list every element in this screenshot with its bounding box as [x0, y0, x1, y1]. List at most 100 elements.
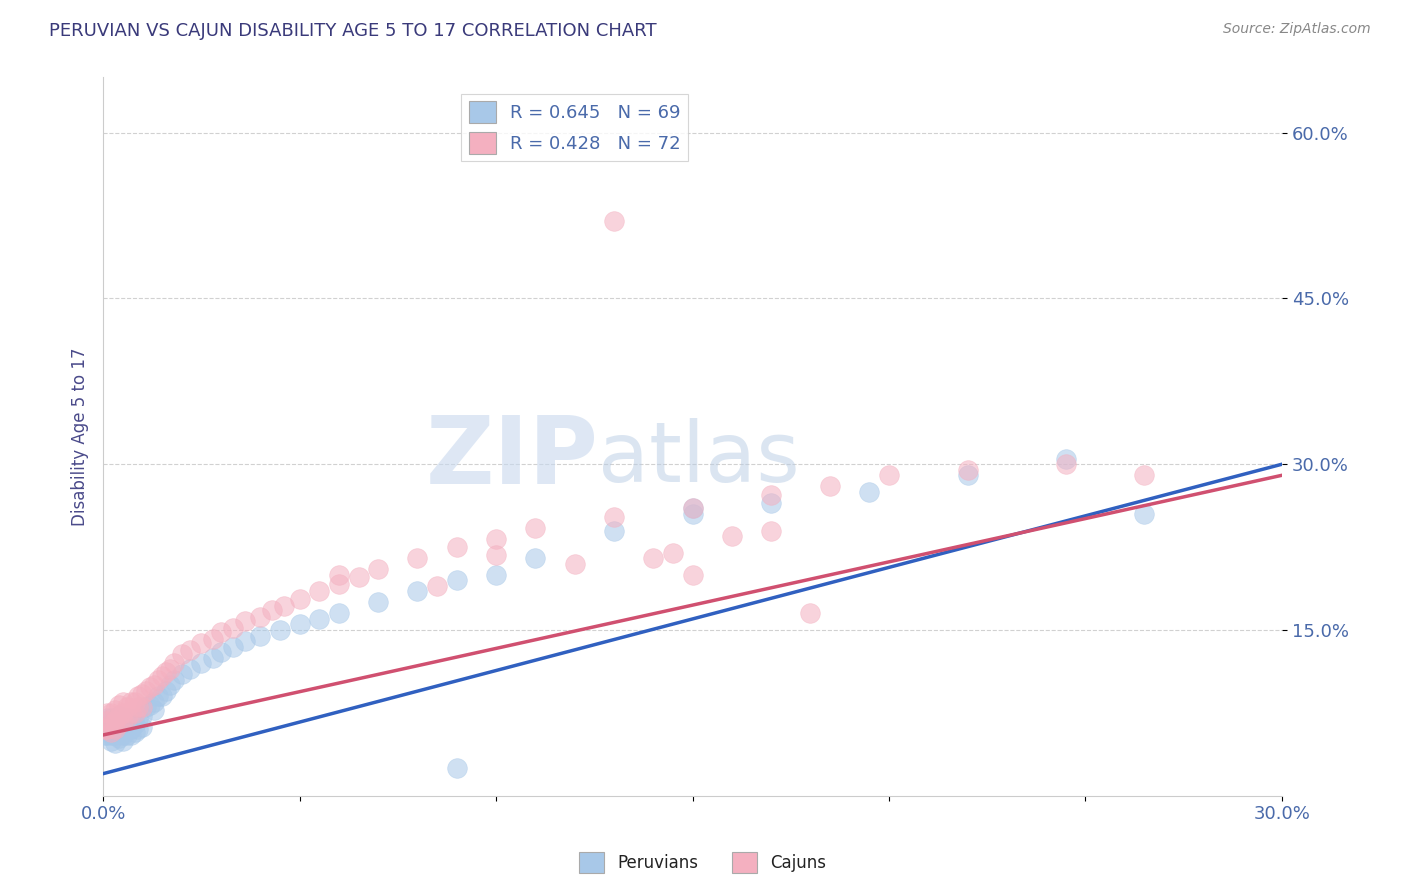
- Point: [135, 683, 157, 698]
- Point: [143, 695, 166, 709]
- Point: [135, 700, 157, 714]
- Point: [96, 711, 118, 725]
- Point: [956, 468, 979, 483]
- Point: [96, 706, 118, 720]
- Point: [124, 706, 146, 720]
- Point: [100, 711, 122, 725]
- Point: [249, 628, 271, 642]
- Point: [288, 592, 311, 607]
- Point: [524, 551, 547, 566]
- Point: [131, 687, 153, 701]
- Point: [111, 733, 134, 747]
- Point: [111, 728, 134, 742]
- Point: [759, 496, 782, 510]
- Point: [124, 717, 146, 731]
- Point: [124, 724, 146, 739]
- Point: [682, 567, 704, 582]
- Point: [104, 723, 127, 737]
- Point: [170, 648, 193, 662]
- Point: [150, 690, 173, 704]
- Point: [564, 557, 586, 571]
- Point: [179, 662, 201, 676]
- Point: [759, 488, 782, 502]
- Point: [108, 698, 131, 713]
- Point: [120, 706, 142, 720]
- Point: [104, 702, 127, 716]
- Point: [96, 717, 118, 731]
- Point: [96, 723, 118, 737]
- Point: [209, 625, 232, 640]
- Point: [150, 669, 173, 683]
- Point: [115, 711, 138, 725]
- Legend: R = 0.645   N = 69, R = 0.428   N = 72: R = 0.645 N = 69, R = 0.428 N = 72: [461, 94, 688, 161]
- Point: [96, 714, 118, 728]
- Point: [100, 728, 122, 742]
- Point: [1133, 468, 1156, 483]
- Point: [485, 533, 508, 547]
- Point: [146, 690, 169, 704]
- Point: [1054, 457, 1077, 471]
- Point: [108, 724, 131, 739]
- Point: [262, 603, 284, 617]
- Point: [120, 728, 142, 742]
- Point: [108, 709, 131, 723]
- Point: [104, 714, 127, 728]
- Point: [249, 609, 271, 624]
- Point: [179, 643, 201, 657]
- Point: [1133, 507, 1156, 521]
- Text: Source: ZipAtlas.com: Source: ZipAtlas.com: [1223, 22, 1371, 37]
- Point: [128, 711, 150, 725]
- Point: [100, 723, 122, 737]
- Point: [222, 621, 245, 635]
- Point: [190, 636, 212, 650]
- Point: [96, 723, 118, 737]
- Point: [643, 551, 665, 566]
- Point: [100, 733, 122, 747]
- Point: [100, 724, 122, 739]
- Point: [328, 607, 350, 621]
- Point: [96, 728, 118, 742]
- Point: [288, 617, 311, 632]
- Point: [721, 529, 744, 543]
- Point: [131, 709, 153, 723]
- Point: [115, 728, 138, 742]
- Point: [273, 599, 295, 613]
- Point: [446, 540, 468, 554]
- Point: [426, 579, 449, 593]
- Point: [682, 501, 704, 516]
- Point: [131, 700, 153, 714]
- Point: [111, 695, 134, 709]
- Point: [222, 640, 245, 654]
- Point: [233, 614, 256, 628]
- Point: [104, 714, 127, 728]
- Point: [94, 723, 117, 737]
- Point: [146, 673, 169, 687]
- Point: [108, 717, 131, 731]
- Point: [111, 714, 134, 728]
- Point: [485, 567, 508, 582]
- Point: [155, 665, 177, 679]
- Text: ZIP: ZIP: [426, 412, 598, 504]
- Point: [100, 717, 122, 731]
- Point: [120, 695, 142, 709]
- Point: [100, 706, 122, 720]
- Point: [406, 551, 429, 566]
- Point: [100, 717, 122, 731]
- Point: [202, 632, 225, 646]
- Point: [155, 683, 177, 698]
- Point: [233, 634, 256, 648]
- Point: [209, 645, 232, 659]
- Point: [104, 723, 127, 737]
- Point: [159, 678, 181, 692]
- Point: [139, 681, 162, 695]
- Point: [120, 714, 142, 728]
- Point: [759, 524, 782, 538]
- Point: [328, 567, 350, 582]
- Point: [485, 548, 508, 562]
- Point: [269, 623, 291, 637]
- Point: [94, 728, 117, 742]
- Point: [115, 700, 138, 714]
- Point: [108, 731, 131, 746]
- Point: [308, 612, 330, 626]
- Point: [139, 698, 162, 713]
